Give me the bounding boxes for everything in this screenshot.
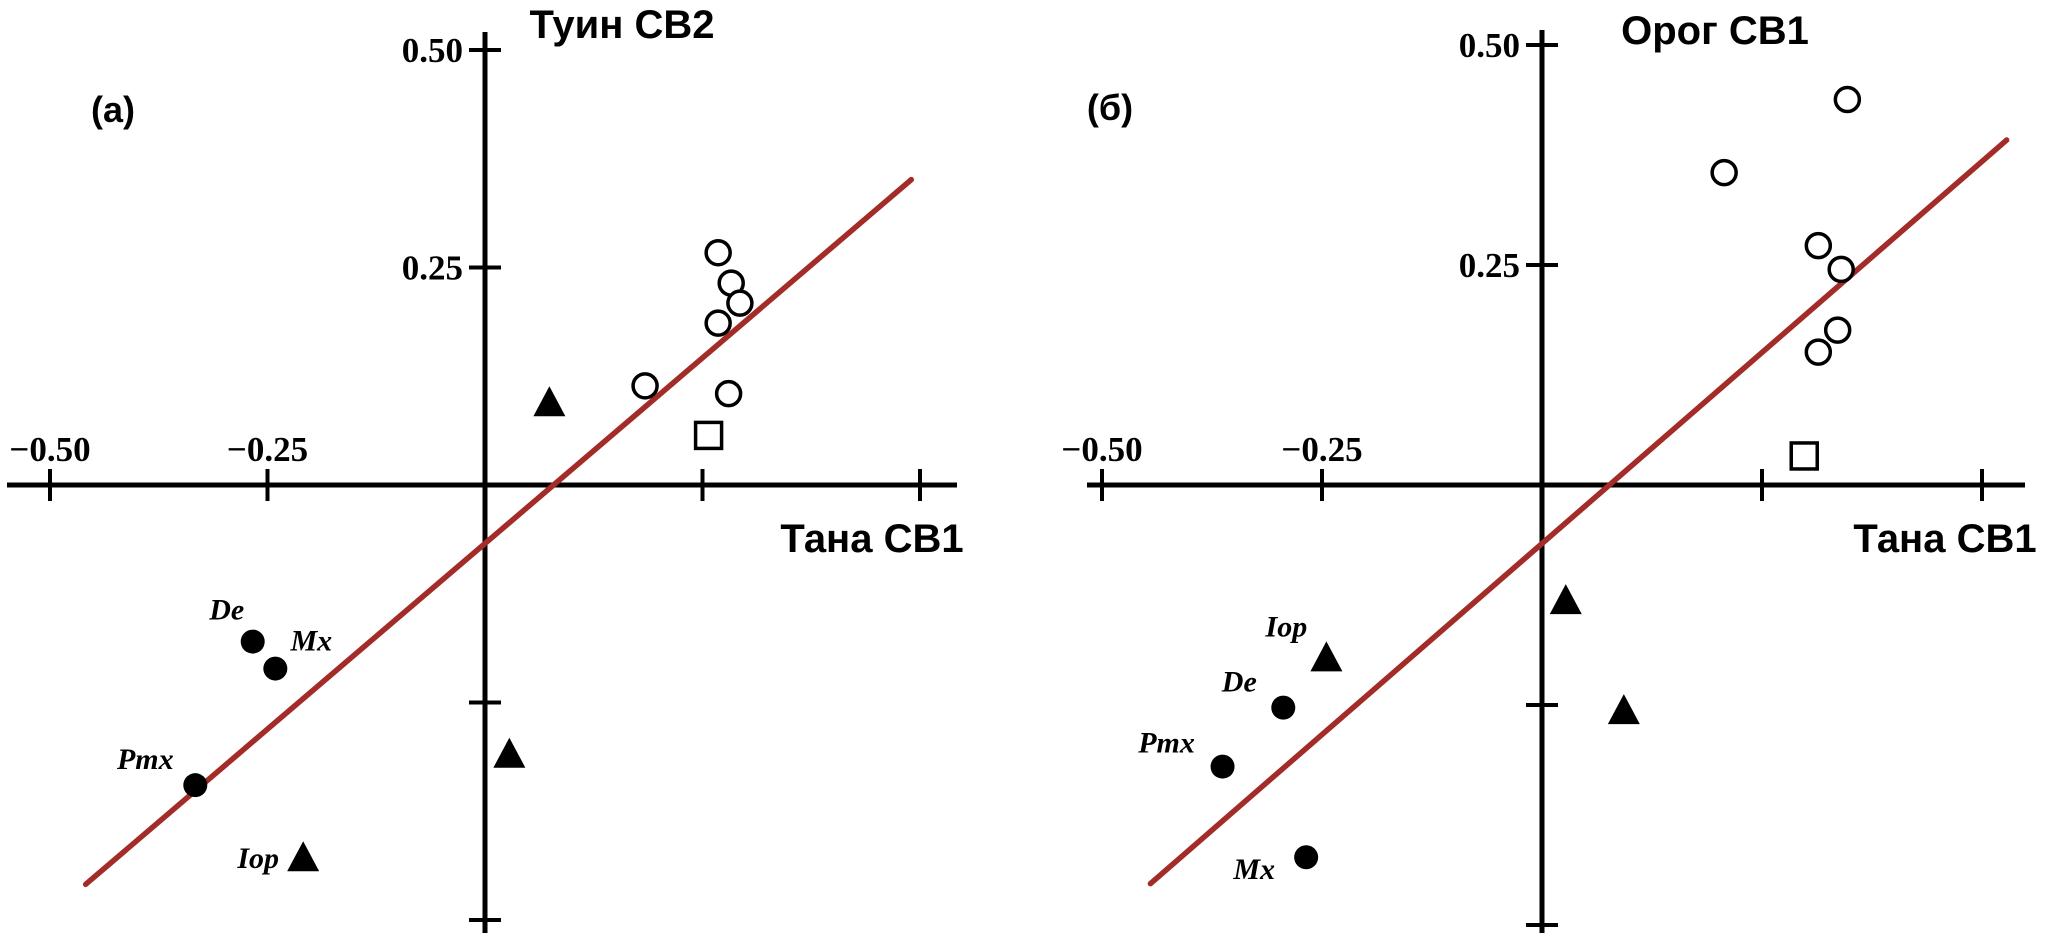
species-label: Pmx <box>116 743 174 776</box>
panel-a: −0.50 −0.25 0.50 0.25 Iop De Mx Pmx Туин СВ2 Тана… <box>0 0 1033 933</box>
regression-line <box>82 176 915 888</box>
species-label: Iop <box>236 842 279 875</box>
filled-circle-marker <box>263 656 288 681</box>
x-axis-title: Тана СВ1 <box>1853 517 2036 561</box>
x-tick-label: −0.50 <box>1061 430 1142 469</box>
open-circle-marker <box>1804 231 1833 260</box>
filled-triangle-marker <box>1549 584 1582 615</box>
open-circle-marker <box>1823 316 1852 344</box>
x-axis-title: Тана СВ1 <box>780 517 963 561</box>
open-circle-marker <box>1833 85 1862 114</box>
x-tick-label: −0.25 <box>1281 430 1362 469</box>
open-square-marker <box>693 420 724 451</box>
open-circle-marker <box>704 309 732 337</box>
panel-label: (а) <box>91 89 135 130</box>
species-label: Iop <box>1265 610 1308 643</box>
chart-title: Орог СВ1 <box>1621 9 1809 53</box>
open-circle-marker <box>1710 158 1738 187</box>
y-tick-label: 0.25 <box>1459 246 1520 285</box>
open-circle-marker <box>704 238 732 267</box>
filled-circle-marker <box>1294 845 1319 870</box>
open-circle-marker <box>1804 338 1833 366</box>
open-circle-marker <box>726 289 754 317</box>
filled-circle-marker <box>183 773 208 798</box>
x-tick-label: −0.25 <box>227 430 308 469</box>
y-tick-label: 0.50 <box>1459 26 1520 65</box>
filled-circle-marker <box>1210 754 1235 779</box>
filled-circle-marker <box>1271 695 1296 720</box>
open-circle-marker <box>714 379 743 408</box>
panel-label: (б) <box>1087 87 1133 128</box>
species-label: Mx <box>289 625 332 658</box>
filled-triangle-marker <box>287 841 320 872</box>
scatter-plot: −0.50 −0.25 0.50 0.25 Iop De Mx Pmx Туин СВ2 Тана… <box>7 3 964 933</box>
filled-triangle-marker <box>493 737 526 768</box>
regression-line <box>1147 137 2010 887</box>
filled-triangle-marker <box>1607 694 1640 725</box>
open-square-marker <box>1789 441 1819 471</box>
filled-circle-marker <box>240 629 265 654</box>
species-label: Mx <box>1232 853 1275 886</box>
panel-b: −0.50 −0.25 0.50 0.25 Iop De Pmx Mx Орог СВ1 Тана… <box>1033 0 2067 933</box>
species-label: De <box>1221 666 1257 699</box>
y-tick-label: 0.50 <box>402 31 463 70</box>
species-label: De <box>208 594 244 627</box>
x-tick-label: −0.50 <box>9 430 90 469</box>
filled-triangle-marker <box>533 386 566 417</box>
open-circle-marker <box>631 372 659 400</box>
open-circle-marker <box>1827 255 1855 284</box>
species-label: Pmx <box>1137 727 1195 760</box>
chart-title: Туин СВ2 <box>529 3 714 47</box>
filled-triangle-marker <box>1310 641 1343 672</box>
y-tick-label: 0.25 <box>402 249 463 288</box>
